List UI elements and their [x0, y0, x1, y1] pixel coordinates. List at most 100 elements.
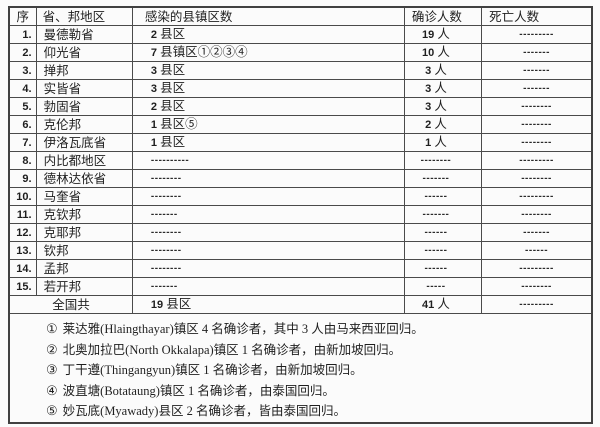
row-region-name: 德林达依省 — [35, 169, 133, 188]
footnote-text: 丁干遵(Thingangyun)镇区 1 名确诊者，由新加坡回归。 — [62, 363, 363, 377]
row-infected-cell: -------- — [131, 241, 405, 260]
infected-unit: -------- — [150, 227, 182, 238]
footnote-circled-number: ② — [46, 341, 58, 357]
row-region-name: 孟邦 — [35, 259, 133, 278]
total-confirmed-unit: 人 — [434, 297, 450, 311]
table-row: 1. 曼德勒省 2 县区 19 人 --------- — [8, 25, 593, 44]
infected-number: 1 — [150, 137, 158, 149]
row-infected-cell: 2 县区 — [131, 25, 405, 44]
row-deaths-cell: -------- — [481, 133, 593, 152]
infected-number: 3 — [150, 83, 158, 95]
row-serial: 10. — [8, 187, 37, 206]
row-serial: 5. — [8, 97, 37, 116]
row-serial: 12. — [8, 223, 37, 242]
row-deaths-cell: -------- — [481, 97, 593, 116]
confirmed-unit: ------ — [424, 245, 448, 256]
infected-number: 2 — [150, 29, 158, 41]
footnote-circled-number: ⑤ — [46, 403, 58, 418]
row-deaths-cell: ------ — [481, 241, 593, 260]
total-infected-unit: 县区 — [163, 297, 192, 311]
confirmed-number: 10 — [422, 47, 435, 59]
infected-unit: 县区 — [157, 99, 186, 113]
row-deaths-cell: -------- — [481, 277, 593, 296]
table-row: 11. 克钦邦 ------- ------- -------- — [8, 205, 593, 224]
table-header: 序 省、邦地区 感染的县镇区数 确诊人数 死亡人数 — [8, 6, 593, 26]
infected-unit: ---------- — [150, 155, 190, 166]
row-serial: 8. — [8, 151, 37, 170]
infected-number: 7 — [150, 47, 158, 59]
row-deaths-cell: ------- — [481, 61, 593, 80]
confirmed-unit: 人 — [431, 99, 447, 113]
footnote-circled-number: ④ — [46, 382, 58, 398]
footnote-line: ③ 丁干遵(Thingangyun)镇区 1 名确诊者，由新加坡回归。 — [46, 360, 583, 381]
total-deaths: --------- — [481, 295, 593, 314]
row-confirmed-cell: ------ — [403, 187, 483, 206]
footnote-text: 北奥加拉巴(North Okkalapa)镇区 1 名确诊者，由新加坡回归。 — [62, 342, 402, 357]
confirmed-number: 3 — [425, 65, 432, 77]
confirmed-unit: ------ — [424, 227, 448, 238]
row-region-name: 若开邦 — [35, 277, 133, 296]
row-infected-cell: 3 县区 — [131, 61, 405, 80]
row-region-name: 钦邦 — [35, 241, 133, 260]
row-serial: 14. — [8, 259, 37, 278]
row-region-name: 勃固省 — [35, 97, 133, 116]
infected-unit: 县区 — [157, 81, 186, 95]
total-infected-number: 19 — [150, 299, 164, 311]
footnote-text: 莱达雅(Hlaingthayar)镇区 4 名确诊者，其中 3 人由马来西亚回归… — [62, 322, 424, 336]
infected-unit: 县区 — [157, 135, 186, 149]
table-row: 3. 掸邦 3 县区 3 人 ------- — [8, 61, 593, 80]
row-serial: 4. — [8, 79, 37, 98]
row-infected-cell: 3 县区 — [131, 79, 405, 98]
footnote-line: ① 莱达雅(Hlaingthayar)镇区 4 名确诊者，其中 3 人由马来西亚回… — [46, 319, 583, 340]
row-serial: 3. — [8, 61, 37, 80]
row-infected-cell: ------- — [131, 277, 405, 296]
confirmed-number: 3 — [425, 101, 432, 113]
row-confirmed-cell: ------ — [403, 259, 483, 278]
confirmed-unit: ----- — [426, 281, 446, 292]
row-deaths-cell: -------- — [481, 169, 593, 188]
row-deaths-cell: --------- — [481, 151, 593, 170]
confirmed-number: 2 — [425, 119, 432, 131]
row-deaths-cell: ------- — [481, 43, 593, 62]
infected-unit: -------- — [150, 263, 182, 274]
row-confirmed-cell: ------- — [403, 169, 483, 188]
confirmed-unit: ------ — [424, 263, 448, 274]
row-confirmed-cell: 2 人 — [403, 115, 483, 134]
confirmed-unit: 人 — [434, 27, 450, 41]
infected-number: 1 — [150, 119, 158, 131]
infected-unit: 县区 — [157, 63, 186, 77]
total-confirmed: 41 人 — [403, 295, 483, 314]
footnote-text: 波直塘(Botataung)镇区 1 名确诊者，由泰国回归。 — [62, 383, 335, 398]
row-deaths-cell: --------- — [481, 187, 593, 206]
row-infected-cell: -------- — [131, 259, 405, 278]
row-confirmed-cell: 3 人 — [403, 97, 483, 116]
total-confirmed-number: 41 — [422, 299, 435, 311]
row-serial: 1. — [8, 25, 37, 44]
row-serial: 15. — [8, 277, 37, 296]
row-infected-cell: ------- — [131, 205, 405, 224]
table-row: 2. 仰光省 7 县镇区①②③④ 10 人 ------- — [8, 43, 593, 62]
row-infected-cell: -------- — [131, 169, 405, 188]
table-row: 9. 德林达依省 -------- ------- -------- — [8, 169, 593, 188]
confirmed-unit: -------- — [420, 155, 452, 166]
header-row: 序 省、邦地区 感染的县镇区数 确诊人数 死亡人数 — [8, 6, 593, 26]
header-serial: 序 — [8, 6, 37, 26]
infected-unit: ------- — [150, 281, 178, 292]
table-row: 14. 孟邦 -------- ------ --------- — [8, 259, 593, 278]
case-summary-table: 序 省、邦地区 感染的县镇区数 确诊人数 死亡人数 1. 曼德勒省 2 县区 1… — [7, 6, 593, 424]
footnote-circled-number: ① — [46, 321, 58, 336]
row-confirmed-cell: 19 人 — [403, 25, 483, 44]
confirmed-unit: ------- — [422, 209, 450, 220]
table-row: 13. 钦邦 -------- ------ ------ — [8, 241, 593, 260]
row-serial: 2. — [8, 43, 37, 62]
infected-unit: -------- — [150, 191, 182, 202]
footnote-line: ② 北奥加拉巴(North Okkalapa)镇区 1 名确诊者，由新加坡回归。 — [46, 340, 583, 361]
row-region-name: 伊洛瓦底省 — [35, 133, 133, 152]
confirmed-unit: 人 — [431, 81, 447, 95]
row-confirmed-cell: 1 人 — [403, 133, 483, 152]
infected-unit: 县区⑤ — [157, 117, 198, 131]
row-serial: 6. — [8, 115, 37, 134]
table-row: 8. 内比都地区 ---------- -------- --------- — [8, 151, 593, 170]
row-serial: 13. — [8, 241, 37, 260]
